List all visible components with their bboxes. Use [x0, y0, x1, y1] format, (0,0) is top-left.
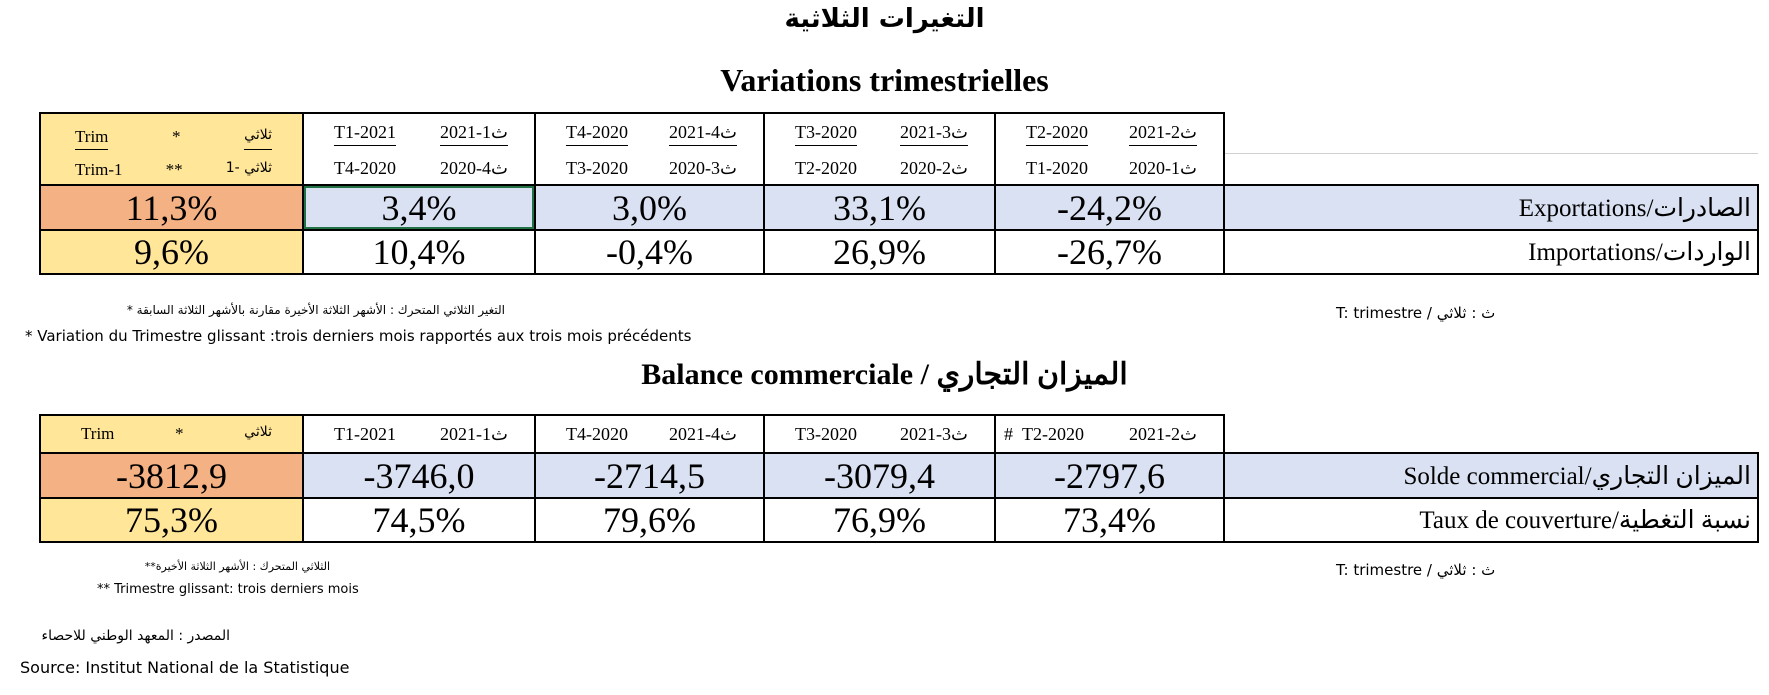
period-label-ar: ث2-2021 [1129, 423, 1197, 444]
value-cell[interactable]: 73,4% [994, 497, 1225, 543]
period-label-ar: ث2-2020 [900, 158, 968, 178]
table-row-exports: 11,3% 3,4% 3,0% 33,1% -24,2% Exportation… [39, 184, 1759, 231]
value-cell[interactable]: 33,1% [763, 184, 996, 231]
period-label: T3-2020 [795, 122, 857, 146]
period-label: T2-2020 [1026, 122, 1088, 146]
note-arabic-2: الثلاثي المتحرك : الأشهر الثلاثة الأخيرة… [144, 560, 330, 573]
empty-cell [1224, 153, 1758, 185]
period-label-ar: ث2-2021 [1129, 122, 1197, 146]
table-row-couverture: 75,3% 74,5% 79,6% 76,9% 73,4% Taux de co… [39, 497, 1759, 543]
empty-cell [1224, 113, 1758, 154]
title-arabic: التغيرات الثلاثية [784, 4, 985, 34]
col-header-bottom: T4-2020 ث4-2020 [302, 153, 535, 185]
note-french-2: ** Trimestre glissant: trois derniers mo… [97, 582, 359, 597]
col-header: # T2-2020 ث2-2021 [994, 414, 1225, 454]
double-star-marker: ** [165, 159, 183, 179]
value-cell[interactable]: 26,9% [763, 229, 996, 275]
col-header-top: T1-2021 ث1-2021 [302, 112, 535, 153]
empty-cell [1224, 415, 1758, 454]
period-label-ar: ث4-2021 [669, 423, 737, 444]
row-label-imports: Importations/الواردات [1223, 229, 1759, 275]
period-label-ar: ث3-2021 [900, 423, 968, 444]
title-french: Variations trimestrielles [720, 62, 1049, 98]
header-row-top: Trim * ثلاثي Trim-1 ** ثلاثي -1 T1-2021 ث… [39, 112, 1758, 186]
note-french: * Variation du Trimestre glissant :trois… [25, 327, 692, 345]
col-header-top: T4-2020 ث4-2021 [534, 112, 764, 153]
trim-label-ar: ثلاثي [244, 424, 272, 440]
header-row: Trim * ثلاثي T1-2021 ث1-2021 T4-2020 ث4-20… [39, 414, 1758, 454]
period-label-ar: ث4-2021 [669, 122, 737, 146]
period-label: T1-2020 [1026, 158, 1088, 178]
hash-marker: # [1004, 423, 1013, 444]
period-label-ar: ث4-2020 [440, 158, 508, 178]
col-header-top: T2-2020 ث2-2021 [994, 112, 1225, 153]
col-header: T3-2020 ث3-2021 [763, 414, 996, 454]
col-header-bottom: T3-2020 ث3-2020 [534, 153, 764, 185]
table-row-solde: -3812,9 -3746,0 -2714,5 -3079,4 -2797,6 … [39, 452, 1759, 499]
value-cell[interactable]: -24,2% [994, 184, 1225, 231]
value-cell[interactable]: 74,5% [302, 497, 536, 543]
period-label-ar: ث1-2020 [1129, 158, 1197, 178]
trim-prev-label: Trim-1 [75, 159, 123, 179]
value-cell[interactable]: -2714,5 [534, 452, 765, 499]
period-label: T4-2020 [566, 423, 628, 444]
value-cell[interactable]: -0,4% [534, 229, 765, 275]
col-header-bottom: T1-2020 ث1-2020 [994, 153, 1225, 185]
col-header: T4-2020 ث4-2021 [534, 414, 765, 454]
legend-trimestre: ث : ثلاثي / T: trimestre [1336, 304, 1496, 322]
variations-table: Trim * ثلاثي Trim-1 ** ثلاثي -1 T1-2021 ث… [39, 112, 1759, 275]
trim-prev-label-ar: ثلاثي -1 [225, 159, 272, 176]
value-cell[interactable]: 3,0% [534, 184, 765, 231]
value-cell[interactable]: -2797,6 [994, 452, 1225, 499]
trim-label: Trim [81, 424, 115, 443]
trim-label-ar: ثلاثي [244, 127, 272, 150]
trim-header-cell: Trim * ثلاثي [39, 414, 304, 454]
table-row-imports: 9,6% 10,4% -0,4% 26,9% -26,7% Importatio… [39, 229, 1759, 275]
period-label: T3-2020 [795, 423, 857, 444]
note-arabic: التغير الثلاثي المتحرك : الأشهر الثلاثة … [126, 303, 505, 317]
col-header-bottom: T2-2020 ث2-2020 [763, 153, 995, 185]
balance-title: Balance commerciale / الميزان التجاري [641, 358, 1128, 391]
row-label-solde: Solde commercial/الميزان التجاري [1223, 452, 1759, 499]
star-marker: * [172, 126, 181, 146]
legend-trimestre-2: ث : ثلاثي / T: trimestre [1336, 561, 1496, 579]
value-cell[interactable]: 3,4% [302, 184, 536, 231]
value-cell[interactable]: -26,7% [994, 229, 1225, 275]
period-label-ar: ث1-2021 [440, 122, 508, 146]
value-cell[interactable]: 79,6% [534, 497, 765, 543]
trim-value: 9,6% [39, 229, 304, 275]
period-label: T3-2020 [566, 158, 628, 178]
row-label-exports: Exportations/الصادرات [1223, 184, 1759, 231]
trim-value: 75,3% [39, 497, 304, 543]
value-cell[interactable]: 10,4% [302, 229, 536, 275]
period-label: T2-2020 [795, 158, 857, 178]
period-label: T2-2020 [1022, 423, 1084, 444]
trim-value: -3812,9 [39, 452, 304, 499]
value-cell[interactable]: -3079,4 [763, 452, 996, 499]
header-row-bottom: T4-2020 ث4-2020 T3-2020 ث3-2020 T2-2020 ث2-… [40, 153, 1758, 185]
trim-header-cell: Trim * ثلاثي Trim-1 ** ثلاثي -1 [39, 112, 304, 186]
trim-value: 11,3% [39, 184, 304, 231]
period-label: T4-2020 [566, 122, 628, 146]
col-header-top: T3-2020 ث3-2021 [763, 112, 995, 153]
period-label-ar: ث3-2021 [900, 122, 968, 146]
value-cell[interactable]: 76,9% [763, 497, 996, 543]
period-label-ar: ث1-2021 [440, 423, 508, 444]
value-cell[interactable]: -3746,0 [302, 452, 536, 499]
source-arabic: المصدر : المعهد الوطني للاحصاء [41, 628, 230, 644]
trim-label: Trim [75, 127, 109, 150]
balance-table: Trim * ثلاثي T1-2021 ث1-2021 T4-2020 ث4-20… [39, 414, 1759, 543]
row-label-couverture: Taux de couverture/نسبة التغطية [1223, 497, 1759, 543]
period-label-ar: ث3-2020 [669, 158, 737, 178]
col-header: T1-2021 ث1-2021 [302, 414, 536, 454]
period-label: T1-2021 [334, 122, 396, 146]
star-marker: * [175, 424, 184, 443]
source-french: Source: Institut National de la Statisti… [20, 658, 350, 677]
period-label: T4-2020 [334, 158, 396, 178]
period-label: T1-2021 [334, 423, 396, 444]
